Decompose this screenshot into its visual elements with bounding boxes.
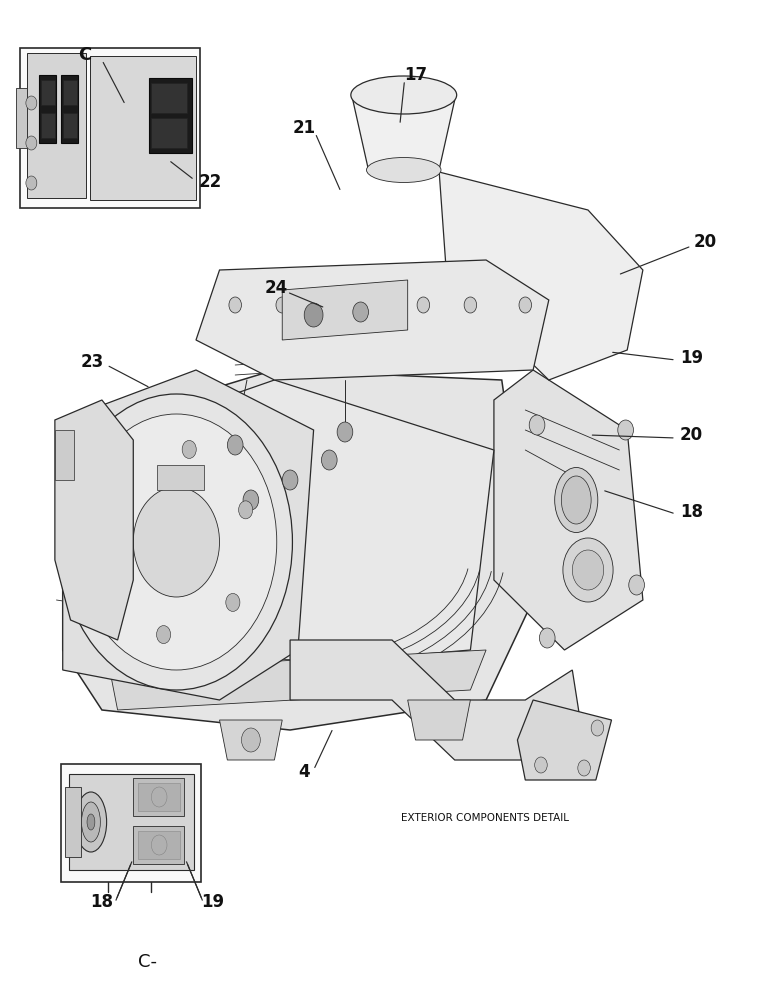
Ellipse shape (87, 814, 95, 830)
Polygon shape (102, 380, 494, 680)
Bar (20, 48, 200, 208)
Polygon shape (408, 700, 470, 740)
Circle shape (464, 297, 477, 313)
Text: 19: 19 (201, 893, 225, 911)
Polygon shape (63, 370, 533, 730)
Polygon shape (27, 53, 86, 198)
Ellipse shape (75, 792, 107, 852)
Circle shape (60, 394, 292, 690)
Text: 24: 24 (264, 279, 288, 297)
Polygon shape (157, 465, 204, 490)
Circle shape (76, 414, 277, 670)
Polygon shape (517, 700, 612, 780)
Ellipse shape (555, 468, 597, 532)
Text: C-: C- (138, 953, 157, 971)
Circle shape (100, 565, 114, 583)
Circle shape (26, 136, 37, 150)
Ellipse shape (561, 476, 591, 524)
Circle shape (113, 473, 127, 491)
Polygon shape (290, 640, 580, 760)
Polygon shape (16, 88, 27, 148)
Polygon shape (494, 370, 643, 650)
Text: 20: 20 (694, 233, 717, 251)
Circle shape (572, 550, 604, 590)
Polygon shape (149, 78, 192, 153)
Circle shape (238, 501, 252, 519)
Bar (133, 778, 184, 816)
Text: 18: 18 (90, 893, 114, 911)
Text: 20: 20 (680, 426, 703, 444)
Bar (63, 113, 77, 138)
Bar (151, 83, 187, 113)
Bar (138, 783, 180, 811)
Polygon shape (196, 260, 549, 380)
Circle shape (353, 302, 368, 322)
Text: 21: 21 (292, 119, 316, 137)
Circle shape (282, 470, 298, 490)
Bar (41, 80, 55, 105)
Text: 4: 4 (299, 763, 310, 781)
Bar (41, 113, 55, 138)
Polygon shape (69, 774, 194, 870)
Circle shape (417, 297, 430, 313)
Bar (61, 764, 201, 882)
Text: 23: 23 (81, 353, 104, 371)
Ellipse shape (350, 76, 456, 114)
Bar (151, 118, 187, 148)
Bar (63, 80, 77, 105)
Polygon shape (110, 650, 486, 710)
Circle shape (535, 757, 547, 773)
Text: 17: 17 (404, 66, 427, 84)
Polygon shape (353, 100, 455, 170)
Circle shape (226, 593, 240, 611)
Circle shape (304, 303, 323, 327)
Text: C: C (78, 46, 91, 64)
Polygon shape (431, 170, 643, 380)
Circle shape (618, 420, 633, 440)
Circle shape (241, 728, 260, 752)
Circle shape (133, 487, 220, 597)
Circle shape (578, 760, 590, 776)
Polygon shape (220, 720, 282, 760)
Circle shape (563, 538, 613, 602)
Bar (138, 831, 180, 859)
Circle shape (26, 96, 37, 110)
Circle shape (529, 415, 545, 435)
Circle shape (323, 297, 336, 313)
Text: 19: 19 (680, 349, 703, 367)
Circle shape (591, 720, 604, 736)
Circle shape (229, 297, 241, 313)
Polygon shape (65, 787, 81, 857)
Polygon shape (63, 370, 314, 700)
Circle shape (337, 422, 353, 442)
Polygon shape (90, 56, 196, 200)
Ellipse shape (82, 802, 100, 842)
Circle shape (227, 435, 243, 455)
Circle shape (519, 297, 532, 313)
Polygon shape (39, 75, 56, 143)
Polygon shape (55, 430, 74, 480)
Circle shape (26, 176, 37, 190)
Circle shape (276, 297, 289, 313)
Polygon shape (282, 280, 408, 340)
Text: EXTERIOR COMPONENTS DETAIL: EXTERIOR COMPONENTS DETAIL (401, 813, 568, 823)
Polygon shape (61, 75, 78, 143)
Circle shape (182, 440, 196, 458)
Circle shape (321, 450, 337, 470)
Circle shape (539, 628, 555, 648)
Text: 18: 18 (680, 503, 703, 521)
Circle shape (243, 490, 259, 510)
Ellipse shape (366, 157, 441, 182)
Circle shape (370, 297, 383, 313)
Circle shape (629, 575, 644, 595)
Polygon shape (55, 400, 133, 640)
Circle shape (157, 626, 171, 644)
Bar (133, 826, 184, 864)
Text: 22: 22 (198, 173, 222, 191)
